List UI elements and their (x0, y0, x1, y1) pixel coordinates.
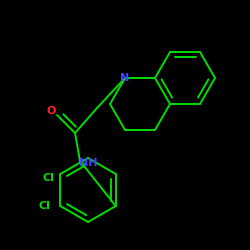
Text: Cl: Cl (42, 173, 54, 183)
Text: NH: NH (79, 158, 97, 168)
Text: N: N (120, 73, 130, 83)
Text: Cl: Cl (38, 201, 50, 211)
Text: O: O (46, 106, 56, 116)
